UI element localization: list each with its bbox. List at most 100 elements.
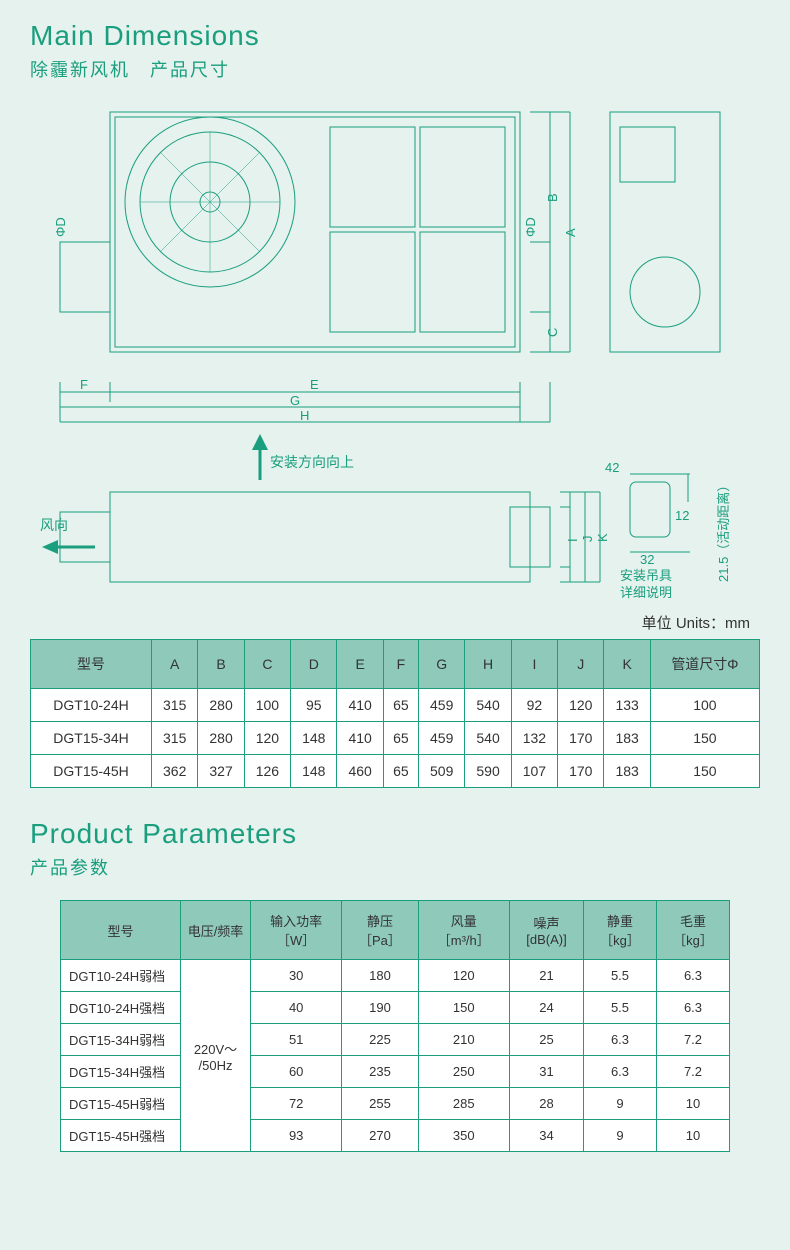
table-cell: 10: [656, 1120, 729, 1152]
dim-header-cell: I: [511, 640, 557, 689]
param-header-cell: 噪声[dB(A)]: [509, 901, 583, 960]
table-cell: 460: [337, 755, 383, 788]
table-cell: DGT10-24H强档: [61, 992, 181, 1024]
param-header-cell: 静压［Pa］: [342, 901, 418, 960]
section-parameters: Product Parameters 产品参数 型号电压/频率输入功率［W］静压…: [30, 818, 760, 1152]
table-cell: 21: [509, 960, 583, 992]
table-cell: 65: [383, 689, 418, 722]
svg-text:H: H: [300, 408, 309, 423]
dim-header-cell: 管道尺寸Φ: [650, 640, 759, 689]
table-cell: 7.2: [656, 1024, 729, 1056]
table-cell: 459: [419, 689, 465, 722]
table-row: DGT10-24H强档40190150245.56.3: [61, 992, 730, 1024]
table-cell: 183: [604, 755, 650, 788]
table-cell: 100: [650, 689, 759, 722]
param-header-row: 型号电压/频率输入功率［W］静压［Pa］风量［m³/h］噪声[dB(A)]静重［…: [61, 901, 730, 960]
table-cell: 509: [419, 755, 465, 788]
table-cell: 250: [418, 1056, 509, 1088]
table-cell: 148: [291, 722, 337, 755]
table-cell: 51: [251, 1024, 342, 1056]
technical-diagram: ΦD ΦD A B C F E G H I J K 42 12 32 21.5（…: [30, 102, 760, 602]
table-cell: DGT10-24H弱档: [61, 960, 181, 992]
table-cell: 120: [418, 960, 509, 992]
param-body: DGT10-24H弱档220V～/50Hz30180120215.56.3DGT…: [61, 960, 730, 1152]
table-cell: 93: [251, 1120, 342, 1152]
table-cell: 590: [465, 755, 511, 788]
table-cell: 459: [419, 722, 465, 755]
table-cell: 5.5: [584, 992, 657, 1024]
table-row: DGT15-45H弱档7225528528910: [61, 1088, 730, 1120]
table-cell: DGT15-45H: [31, 755, 152, 788]
svg-text:C: C: [545, 328, 560, 337]
dim-body: DGT10-24H3152801009541065459540921201331…: [31, 689, 760, 788]
table-cell: 280: [198, 722, 244, 755]
table-cell: 180: [342, 960, 418, 992]
table-cell: 315: [152, 722, 198, 755]
dim-header-cell: J: [558, 640, 604, 689]
voltage-cell: 220V～/50Hz: [181, 960, 251, 1152]
svg-text:21.5（活动距离）: 21.5（活动距离）: [716, 479, 731, 582]
table-cell: 148: [291, 755, 337, 788]
param-header-cell: 电压/频率: [181, 901, 251, 960]
svg-text:ΦD: ΦD: [523, 217, 538, 237]
table-cell: 6.3: [656, 960, 729, 992]
table-cell: 280: [198, 689, 244, 722]
dim-header-cell: E: [337, 640, 383, 689]
svg-text:安装方向向上: 安装方向向上: [270, 454, 354, 470]
table-cell: 10: [656, 1088, 729, 1120]
table-cell: 5.5: [584, 960, 657, 992]
table-cell: 6.3: [584, 1056, 657, 1088]
section-dimensions: Main Dimensions 除霾新风机 产品尺寸: [30, 20, 760, 788]
table-cell: DGT15-34H: [31, 722, 152, 755]
table-cell: 170: [558, 722, 604, 755]
dim-header-cell: F: [383, 640, 418, 689]
svg-text:B: B: [545, 193, 560, 202]
dim-header-cell: C: [244, 640, 290, 689]
svg-text:详细说明: 详细说明: [620, 585, 672, 600]
dim-header-cell: B: [198, 640, 244, 689]
title-parameters-en: Product Parameters: [30, 818, 760, 850]
table-cell: 40: [251, 992, 342, 1024]
units-label: 单位 Units：mm: [30, 612, 760, 633]
table-cell: 100: [244, 689, 290, 722]
table-row: DGT15-34H3152801201484106545954013217018…: [31, 722, 760, 755]
table-cell: 28: [509, 1088, 583, 1120]
table-cell: 133: [604, 689, 650, 722]
table-cell: 65: [383, 722, 418, 755]
table-cell: 132: [511, 722, 557, 755]
dim-header-cell: K: [604, 640, 650, 689]
table-cell: 92: [511, 689, 557, 722]
table-row: DGT10-24H3152801009541065459540921201331…: [31, 689, 760, 722]
table-cell: 540: [465, 722, 511, 755]
table-cell: 235: [342, 1056, 418, 1088]
table-cell: 9: [584, 1088, 657, 1120]
table-cell: 60: [251, 1056, 342, 1088]
table-cell: 190: [342, 992, 418, 1024]
svg-text:12: 12: [675, 508, 689, 523]
table-cell: 6.3: [656, 992, 729, 1024]
table-cell: 350: [418, 1120, 509, 1152]
svg-text:G: G: [290, 393, 300, 408]
table-cell: 31: [509, 1056, 583, 1088]
title-parameters-cn: 产品参数: [30, 854, 760, 880]
table-cell: 107: [511, 755, 557, 788]
table-cell: 65: [383, 755, 418, 788]
param-header-cell: 风量［m³/h］: [418, 901, 509, 960]
dim-header-row: 型号ABCDEFGHIJK管道尺寸Φ: [31, 640, 760, 689]
svg-text:E: E: [310, 377, 319, 392]
table-cell: 210: [418, 1024, 509, 1056]
table-cell: 362: [152, 755, 198, 788]
svg-text:K: K: [595, 533, 610, 542]
dimensions-table: 型号ABCDEFGHIJK管道尺寸Φ DGT10-24H315280100954…: [30, 639, 760, 788]
table-cell: DGT15-45H弱档: [61, 1088, 181, 1120]
table-cell: 72: [251, 1088, 342, 1120]
table-cell: 30: [251, 960, 342, 992]
table-cell: 225: [342, 1024, 418, 1056]
svg-text:J: J: [580, 536, 595, 543]
table-cell: 150: [418, 992, 509, 1024]
table-cell: 270: [342, 1120, 418, 1152]
table-cell: DGT10-24H: [31, 689, 152, 722]
table-cell: 315: [152, 689, 198, 722]
svg-text:I: I: [565, 538, 580, 542]
table-cell: 285: [418, 1088, 509, 1120]
